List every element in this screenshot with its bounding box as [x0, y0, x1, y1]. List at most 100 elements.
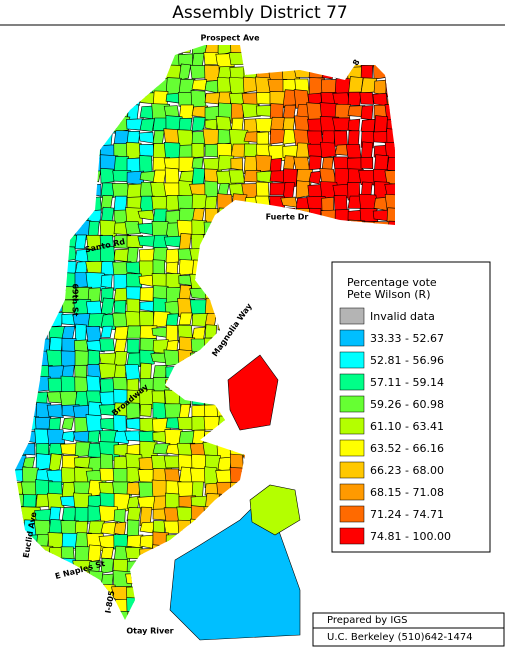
precinct [294, 45, 310, 53]
precinct [87, 596, 103, 619]
precinct [111, 182, 130, 198]
precinct [280, 326, 300, 339]
precinct [321, 586, 338, 600]
precinct [204, 118, 218, 131]
precinct [308, 351, 324, 368]
precinct [229, 467, 249, 484]
precinct [204, 377, 218, 393]
precinct [320, 599, 339, 615]
precinct [295, 547, 312, 564]
precinct [113, 53, 128, 68]
precinct [282, 455, 297, 470]
precinct [217, 415, 232, 431]
precinct [34, 232, 54, 253]
precinct [241, 442, 258, 459]
precinct [333, 45, 352, 54]
precinct [178, 364, 192, 379]
precinct [33, 155, 51, 174]
precinct [386, 560, 395, 573]
precinct [267, 466, 286, 487]
precinct [295, 377, 311, 392]
precinct [100, 297, 115, 316]
precinct [33, 312, 50, 327]
precinct [34, 286, 50, 300]
precinct [268, 339, 286, 357]
precinct [295, 313, 313, 326]
precinct [334, 103, 352, 119]
legend-swatch [339, 395, 365, 413]
precinct [98, 92, 120, 104]
precinct [295, 142, 311, 161]
precinct [126, 247, 139, 264]
precinct [126, 45, 143, 55]
precinct [308, 272, 326, 289]
precinct [47, 141, 64, 161]
precinct [345, 143, 362, 159]
precinct [126, 90, 142, 108]
precinct [269, 222, 287, 235]
precinct [139, 404, 152, 417]
precinct [21, 209, 39, 226]
precinct [386, 156, 395, 171]
legend-swatch [339, 307, 365, 325]
precinct [48, 246, 62, 261]
precinct [333, 130, 348, 147]
precinct [15, 64, 24, 79]
precinct [99, 45, 115, 57]
legend-title: Pete Wilson (R) [347, 288, 431, 301]
precinct [269, 427, 285, 444]
legend-swatch [339, 417, 365, 435]
precinct [373, 45, 392, 56]
precinct [15, 79, 26, 96]
precinct [74, 130, 91, 149]
precinct [61, 417, 75, 431]
precinct [307, 248, 328, 262]
precinct [61, 196, 77, 211]
precinct [308, 362, 327, 385]
legend-label: 52.81 - 56.96 [370, 354, 444, 367]
precinct [256, 297, 269, 317]
precinct [22, 350, 38, 370]
precinct [48, 169, 62, 187]
precinct [150, 571, 170, 589]
legend-swatch [339, 461, 365, 479]
precinct [256, 287, 274, 301]
precinct [256, 454, 271, 471]
precinct [306, 557, 327, 576]
precinct [241, 53, 258, 68]
precinct [74, 234, 87, 250]
precinct [241, 245, 258, 263]
precinct [20, 157, 42, 172]
precinct [280, 442, 299, 456]
precinct [256, 427, 270, 445]
precinct [165, 261, 179, 275]
precinct [87, 183, 102, 197]
precinct [280, 234, 298, 249]
precinct [334, 560, 351, 575]
precinct [178, 63, 192, 81]
precinct [256, 311, 269, 327]
precinct [191, 391, 205, 406]
precinct [282, 336, 299, 356]
precinct [358, 45, 375, 57]
precinct [35, 573, 54, 589]
precinct [204, 362, 222, 383]
legend-swatch [339, 483, 365, 501]
precinct [267, 232, 290, 250]
precinct [230, 233, 246, 253]
precinct [204, 247, 219, 265]
precinct [282, 117, 295, 131]
precinct [35, 220, 51, 241]
precinct [98, 76, 118, 97]
precinct [307, 220, 323, 236]
precinct [47, 183, 64, 195]
precinct [152, 63, 166, 82]
precinct [61, 221, 76, 237]
precinct [139, 547, 157, 562]
precinct [48, 221, 66, 237]
precinct [295, 521, 309, 534]
precinct [15, 364, 24, 379]
precinct [15, 144, 22, 162]
precinct [34, 625, 55, 641]
